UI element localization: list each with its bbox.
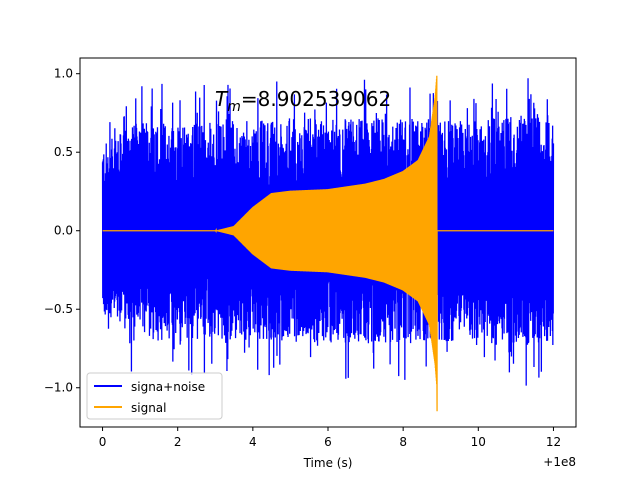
annotation-main: T [215,87,229,111]
series-signal-noise-line [101,78,555,386]
x-tick-label: 6 [324,435,332,449]
x-offset-label: +1e8 [543,455,576,469]
y-tick-label: 0.0 [54,224,73,238]
x-tick-label: 4 [249,435,257,449]
annotation-sub: m [227,99,241,115]
y-tick-label: −1.0 [44,381,73,395]
x-axis-label: Time (s) [303,456,353,470]
series-signal-line [102,75,554,412]
y-tick-label: 1.0 [54,67,73,81]
y-tick-label: −0.5 [44,302,73,316]
plot-area [101,75,555,412]
x-tick-label: 8 [399,435,407,449]
legend-label-signal: signal [131,401,167,415]
x-tick-label: 12 [546,435,561,449]
x-tick-label: 0 [99,435,107,449]
axis-ticks: 0 2 4 6 8 10 12 −1.0 −0.5 0.0 0.5 1.0 [44,67,561,449]
y-tick-label: 0.5 [54,145,73,159]
chart-annotation: Tm=8.902539062 [215,87,391,115]
legend-label-signal-noise: signa+noise [131,380,205,394]
annotation-rest: =8.902539062 [241,87,391,111]
x-tick-label: 10 [471,435,486,449]
x-tick-label: 2 [174,435,182,449]
legend: signa+noise signal [86,372,223,420]
